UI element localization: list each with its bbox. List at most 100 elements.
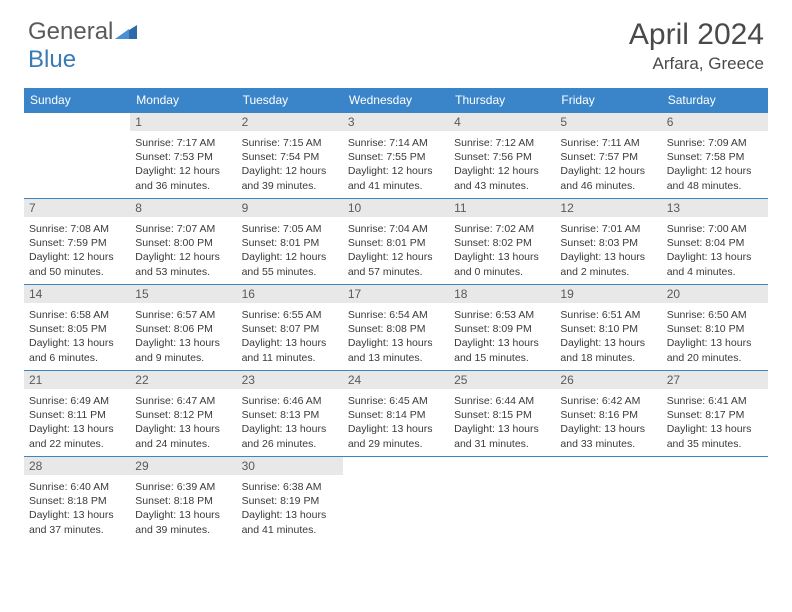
day-details: Sunrise: 6:49 AMSunset: 8:11 PMDaylight:… xyxy=(24,391,130,455)
day-details: Sunrise: 7:01 AMSunset: 8:03 PMDaylight:… xyxy=(555,219,661,283)
day-number: 11 xyxy=(449,199,555,217)
daylight-line: Daylight: 13 hours and 31 minutes. xyxy=(454,422,550,450)
day-number: 16 xyxy=(237,285,343,303)
day-number: 26 xyxy=(555,371,661,389)
calendar-table: SundayMondayTuesdayWednesdayThursdayFrid… xyxy=(24,88,768,543)
sunset-line: Sunset: 8:07 PM xyxy=(242,322,338,336)
sunrise-line: Sunrise: 7:01 AM xyxy=(560,222,656,236)
daylight-line: Daylight: 13 hours and 35 minutes. xyxy=(667,422,763,450)
day-number: 24 xyxy=(343,371,449,389)
day-details: Sunrise: 7:04 AMSunset: 8:01 PMDaylight:… xyxy=(343,219,449,283)
day-details: Sunrise: 7:02 AMSunset: 8:02 PMDaylight:… xyxy=(449,219,555,283)
sunrise-line: Sunrise: 6:46 AM xyxy=(242,394,338,408)
daylight-line: Daylight: 13 hours and 6 minutes. xyxy=(29,336,125,364)
calendar-cell: 12 Sunrise: 7:01 AMSunset: 8:03 PMDayligh… xyxy=(555,199,661,285)
calendar-cell: 25 Sunrise: 6:44 AMSunset: 8:15 PMDayligh… xyxy=(449,371,555,457)
weekday-header-row: SundayMondayTuesdayWednesdayThursdayFrid… xyxy=(24,88,768,113)
sunrise-line: Sunrise: 6:53 AM xyxy=(454,308,550,322)
calendar-cell: 9Sunrise: 7:05 AMSunset: 8:01 PMDaylight… xyxy=(237,199,343,285)
day-number: 28 xyxy=(24,457,130,475)
header: General April 2024 Arfara, Greece xyxy=(0,0,792,82)
daylight-line: Daylight: 12 hours and 46 minutes. xyxy=(560,164,656,192)
sunset-line: Sunset: 8:18 PM xyxy=(29,494,125,508)
day-details: Sunrise: 6:45 AMSunset: 8:14 PMDaylight:… xyxy=(343,391,449,455)
sunset-line: Sunset: 8:05 PM xyxy=(29,322,125,336)
sunrise-line: Sunrise: 6:45 AM xyxy=(348,394,444,408)
calendar-cell: 29Sunrise: 6:39 AMSunset: 8:18 PMDayligh… xyxy=(130,457,236,543)
day-number: 12 xyxy=(555,199,661,217)
calendar-cell: 26 Sunrise: 6:42 AMSunset: 8:16 PMDayligh… xyxy=(555,371,661,457)
sunset-line: Sunset: 7:54 PM xyxy=(242,150,338,164)
sunrise-line: Sunrise: 6:47 AM xyxy=(135,394,231,408)
sunset-line: Sunset: 8:03 PM xyxy=(560,236,656,250)
day-number: 19 xyxy=(555,285,661,303)
sunrise-line: Sunrise: 7:09 AM xyxy=(667,136,763,150)
sunrise-line: Sunrise: 6:55 AM xyxy=(242,308,338,322)
day-details: Sunrise: 7:14 AMSunset: 7:55 PMDaylight:… xyxy=(343,133,449,197)
location: Arfara, Greece xyxy=(629,54,764,74)
daylight-line: Daylight: 13 hours and 9 minutes. xyxy=(135,336,231,364)
day-details: Sunrise: 6:54 AMSunset: 8:08 PMDaylight:… xyxy=(343,305,449,369)
sunrise-line: Sunrise: 6:38 AM xyxy=(242,480,338,494)
daylight-line: Daylight: 12 hours and 57 minutes. xyxy=(348,250,444,278)
weekday-header: Tuesday xyxy=(237,88,343,113)
daylight-line: Daylight: 12 hours and 41 minutes. xyxy=(348,164,444,192)
day-details: Sunrise: 6:40 AMSunset: 8:18 PMDaylight:… xyxy=(24,477,130,541)
sunset-line: Sunset: 7:57 PM xyxy=(560,150,656,164)
day-details: Sunrise: 6:42 AMSunset: 8:16 PMDaylight:… xyxy=(555,391,661,455)
sunrise-line: Sunrise: 7:17 AM xyxy=(135,136,231,150)
calendar-cell: 11 Sunrise: 7:02 AMSunset: 8:02 PMDayligh… xyxy=(449,199,555,285)
day-number: 6 xyxy=(662,113,768,131)
sunrise-line: Sunrise: 6:40 AM xyxy=(29,480,125,494)
sunset-line: Sunset: 8:11 PM xyxy=(29,408,125,422)
calendar-cell: 22Sunrise: 6:47 AMSunset: 8:12 PMDayligh… xyxy=(130,371,236,457)
day-details: Sunrise: 6:38 AMSunset: 8:19 PMDaylight:… xyxy=(237,477,343,541)
sunset-line: Sunset: 8:04 PM xyxy=(667,236,763,250)
day-number: 15 xyxy=(130,285,236,303)
logo-line2: Blue xyxy=(28,46,76,74)
daylight-line: Daylight: 13 hours and 4 minutes. xyxy=(667,250,763,278)
daylight-line: Daylight: 13 hours and 22 minutes. xyxy=(29,422,125,450)
day-number: 8 xyxy=(130,199,236,217)
logo-text-2: Blue xyxy=(28,46,76,73)
sunrise-line: Sunrise: 6:41 AM xyxy=(667,394,763,408)
day-details: Sunrise: 6:50 AMSunset: 8:10 PMDaylight:… xyxy=(662,305,768,369)
sunrise-line: Sunrise: 6:57 AM xyxy=(135,308,231,322)
logo: General xyxy=(28,18,139,46)
calendar-cell: 21Sunrise: 6:49 AMSunset: 8:11 PMDayligh… xyxy=(24,371,130,457)
day-number: 25 xyxy=(449,371,555,389)
calendar-cell: 6Sunrise: 7:09 AMSunset: 7:58 PMDaylight… xyxy=(662,113,768,199)
calendar-cell: 7Sunrise: 7:08 AMSunset: 7:59 PMDaylight… xyxy=(24,199,130,285)
sunrise-line: Sunrise: 6:39 AM xyxy=(135,480,231,494)
daylight-line: Daylight: 13 hours and 0 minutes. xyxy=(454,250,550,278)
sunset-line: Sunset: 8:01 PM xyxy=(348,236,444,250)
sunrise-line: Sunrise: 7:14 AM xyxy=(348,136,444,150)
day-details: Sunrise: 6:39 AMSunset: 8:18 PMDaylight:… xyxy=(130,477,236,541)
sunset-line: Sunset: 7:56 PM xyxy=(454,150,550,164)
day-details: Sunrise: 7:05 AMSunset: 8:01 PMDaylight:… xyxy=(237,219,343,283)
sunrise-line: Sunrise: 7:05 AM xyxy=(242,222,338,236)
daylight-line: Daylight: 13 hours and 13 minutes. xyxy=(348,336,444,364)
sunrise-line: Sunrise: 7:12 AM xyxy=(454,136,550,150)
day-number: 20 xyxy=(662,285,768,303)
day-number: 2 xyxy=(237,113,343,131)
daylight-line: Daylight: 13 hours and 15 minutes. xyxy=(454,336,550,364)
day-details: Sunrise: 7:15 AMSunset: 7:54 PMDaylight:… xyxy=(237,133,343,197)
day-details: Sunrise: 6:44 AMSunset: 8:15 PMDaylight:… xyxy=(449,391,555,455)
sunset-line: Sunset: 8:06 PM xyxy=(135,322,231,336)
calendar-cell: 14Sunrise: 6:58 AMSunset: 8:05 PMDayligh… xyxy=(24,285,130,371)
calendar-cell: 18Sunrise: 6:53 AMSunset: 8:09 PMDayligh… xyxy=(449,285,555,371)
month-title: April 2024 xyxy=(629,18,764,52)
sunset-line: Sunset: 7:58 PM xyxy=(667,150,763,164)
calendar-cell: 19Sunrise: 6:51 AMSunset: 8:10 PMDayligh… xyxy=(555,285,661,371)
day-details: Sunrise: 6:55 AMSunset: 8:07 PMDaylight:… xyxy=(237,305,343,369)
sunset-line: Sunset: 8:17 PM xyxy=(667,408,763,422)
weekday-header: Wednesday xyxy=(343,88,449,113)
daylight-line: Daylight: 13 hours and 39 minutes. xyxy=(135,508,231,536)
daylight-line: Daylight: 13 hours and 11 minutes. xyxy=(242,336,338,364)
day-details: Sunrise: 6:58 AMSunset: 8:05 PMDaylight:… xyxy=(24,305,130,369)
daylight-line: Daylight: 13 hours and 29 minutes. xyxy=(348,422,444,450)
sunrise-line: Sunrise: 6:44 AM xyxy=(454,394,550,408)
sunrise-line: Sunrise: 6:42 AM xyxy=(560,394,656,408)
calendar-cell: 16 Sunrise: 6:55 AMSunset: 8:07 PMDayligh… xyxy=(237,285,343,371)
